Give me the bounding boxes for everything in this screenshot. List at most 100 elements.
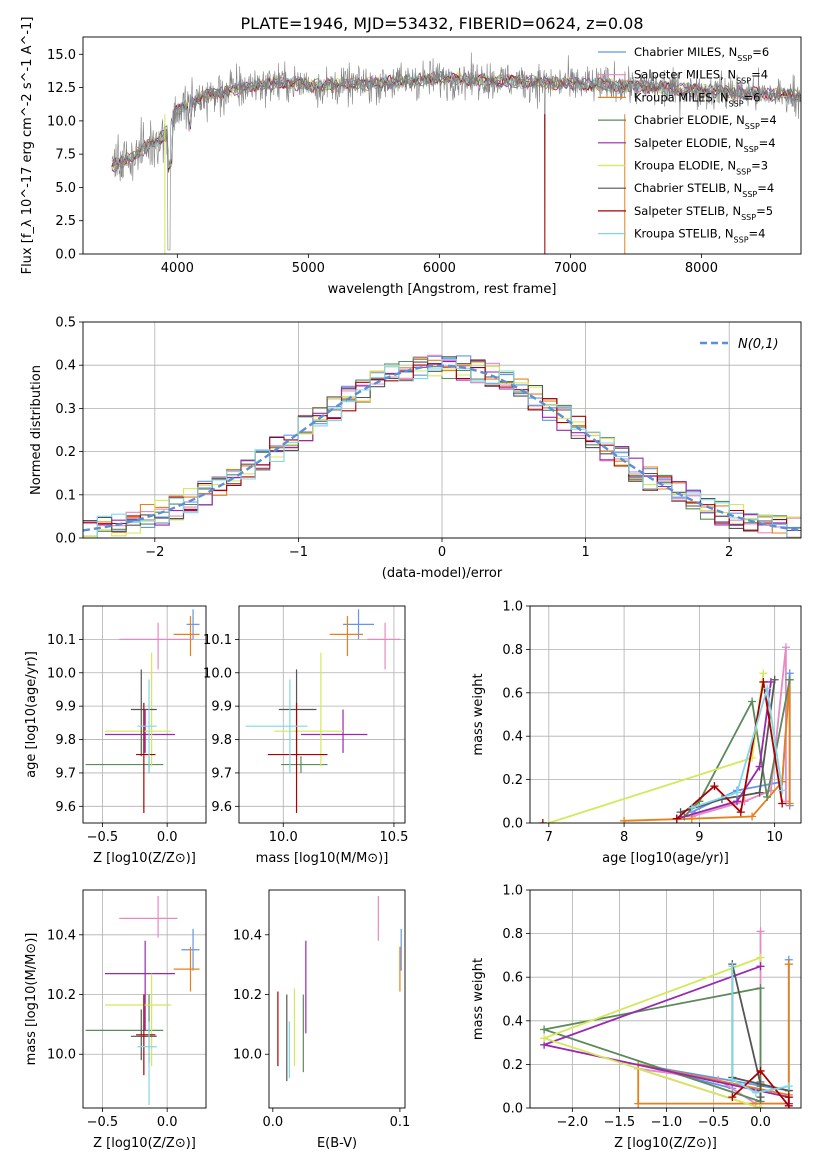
y-tick-label: 0.4: [502, 730, 523, 745]
y-tick-label: 0.8: [502, 643, 523, 658]
axes: −2 −1 0 1 2 0.0 0.1 0.2 0.3 0.4 0.5 (data-model)/er…: [29, 316, 802, 581]
y-tick-label: 7.5: [55, 148, 76, 163]
y-tick-label: 1.0: [502, 884, 523, 899]
x-tick-label: 0.0: [157, 1115, 178, 1130]
point-marker: [756, 1080, 765, 1089]
y-tick-label: 10.1: [47, 633, 76, 648]
axes-frame: [529, 605, 802, 824]
point-marker: [540, 1025, 549, 1034]
axes-frame: [238, 605, 406, 824]
y-axis-label: mass weight: [471, 673, 486, 755]
y-tick-label: 9.9: [55, 700, 76, 715]
y-tick-label: 0.4: [502, 1014, 523, 1029]
legend-label-salp_miles: Salpeter MILES, NSSP=4: [634, 68, 768, 86]
y-tick-label: 0.4: [55, 359, 76, 374]
observed-spectrum: [111, 52, 801, 253]
x-tick-label: 1: [581, 545, 589, 560]
point-marker: [728, 962, 737, 971]
x-tick-label: 10.0: [269, 830, 298, 845]
point-marker: [763, 684, 772, 693]
y-axis-label: Flux [f_λ 10^-17 erg cm^-2 s^-1 A^-1]: [20, 17, 35, 275]
point-marker: [784, 1082, 793, 1091]
point-marker: [544, 819, 553, 823]
axes-frame: [529, 889, 802, 1109]
y-tick-label: 0.5: [55, 316, 76, 331]
weight-line-krou_stelib: [691, 688, 784, 809]
x-tick-label: −1: [289, 545, 308, 560]
legend-label-normal: N(0,1): [738, 337, 779, 352]
point-marker: [733, 788, 742, 797]
chart-mass_vs_ebv: 0.0 0.1 10.0 10.2 10.4 E(B-V): [233, 889, 411, 1151]
point-marker: [728, 1093, 737, 1102]
x-tick-label: 7000: [554, 261, 587, 276]
histogram-krou_stelib: [83, 358, 801, 538]
point-marker: [759, 677, 768, 686]
normal-curve: [83, 364, 801, 532]
y-tick-label: 10.4: [233, 928, 262, 943]
point-marker: [756, 962, 765, 971]
y-tick-label: 0.6: [502, 971, 523, 986]
y-tick-label: 0.8: [502, 927, 523, 942]
x-tick-label: −0.5: [87, 830, 119, 845]
point-marker: [785, 799, 794, 808]
plot-area: [85, 609, 200, 813]
y-tick-label: 0.0: [55, 248, 76, 263]
grid: [83, 606, 206, 823]
point-marker: [620, 816, 629, 823]
weight-line-krou_elodie: [548, 673, 765, 823]
axes: −0.5 0.0 9.6 9.7 9.8 9.9 10.0 10.1 Z [log10(Z/Z⊙…: [24, 605, 207, 866]
legend-label-chab_elodie: Chabrier ELODIE, NSSP=4: [634, 113, 777, 131]
point-marker: [784, 1101, 793, 1108]
x-tick-label: 0.1: [390, 1115, 411, 1130]
x-tick-label: 8000: [685, 261, 718, 276]
x-tick-label: 0.0: [750, 1115, 771, 1130]
legend: Chabrier MILES, NSSP=6 Salpeter MILES, NS…: [598, 45, 777, 244]
y-tick-label: 9.6: [55, 800, 76, 815]
point-marker: [687, 803, 696, 812]
x-tick-label: 0.0: [157, 830, 178, 845]
axes: 4000 5000 6000 7000 8000 0.0 2.5 5.0 7.5 10.0 12.5…: [20, 17, 802, 297]
point-marker: [728, 1075, 737, 1084]
point-marker: [756, 1066, 765, 1075]
axes-frame: [268, 889, 406, 1109]
point-marker: [538, 819, 547, 823]
x-tick-label: 10: [766, 830, 783, 845]
y-tick-label: 9.8: [55, 733, 76, 748]
weight-line-krou_miles: [637, 964, 790, 1105]
y-tick-label: 9.6: [211, 800, 232, 815]
plot-area: [111, 52, 801, 254]
chart-weight_vs_Z: −2.0 −1.5 −1.0 −0.5 0.0 0.0 0.2 0.4 0.6 0.8 1.0 Z […: [471, 884, 802, 1151]
point-marker: [540, 1034, 549, 1043]
x-tick-label: 10.5: [379, 830, 408, 845]
grid: [239, 606, 405, 823]
point-marker: [770, 675, 779, 684]
legend-label-krou_stelib: Kroupa STELIB, NSSP=4: [634, 227, 765, 245]
x-tick-label: 0: [438, 545, 446, 560]
axes-frame: [82, 321, 802, 539]
point-marker: [710, 782, 719, 791]
point-marker: [778, 799, 787, 808]
y-tick-label: 9.8: [211, 733, 232, 748]
point-marker: [756, 1104, 765, 1108]
plot-area: [245, 609, 401, 813]
x-tick-label: 2: [725, 545, 733, 560]
chart-mass_vs_Z: −0.5 0.0 10.0 10.2 10.4 Z [log10(Z/Z⊙)] mass […: [24, 889, 207, 1151]
legend-label-chab_stelib: Chabrier STELIB, NSSP=4: [634, 181, 774, 199]
point-marker: [778, 786, 787, 795]
y-tick-label: 10.0: [47, 1048, 76, 1063]
point-marker: [763, 792, 772, 801]
y-tick-label: 10.2: [233, 988, 262, 1003]
x-axis-label: mass [log10(M/M⊙)]: [256, 851, 389, 866]
weight-line-krou_stelib: [731, 966, 789, 1094]
figure-title: PLATE=1946, MJD=53432, FIBERID=0624, z=0…: [240, 14, 643, 33]
y-tick-label: 0.2: [502, 1058, 523, 1073]
y-tick-label: 10.0: [47, 666, 76, 681]
y-axis-label: mass [log10(M/M⊙)]: [24, 933, 39, 1066]
y-tick-label: 10.0: [47, 114, 76, 129]
y-tick-label: 0.0: [55, 532, 76, 547]
x-axis-label: (data-model)/error: [382, 566, 503, 581]
plot-area: [85, 895, 200, 1106]
point-marker: [784, 1093, 793, 1102]
point-marker: [756, 927, 765, 936]
plot-area: [540, 927, 793, 1108]
